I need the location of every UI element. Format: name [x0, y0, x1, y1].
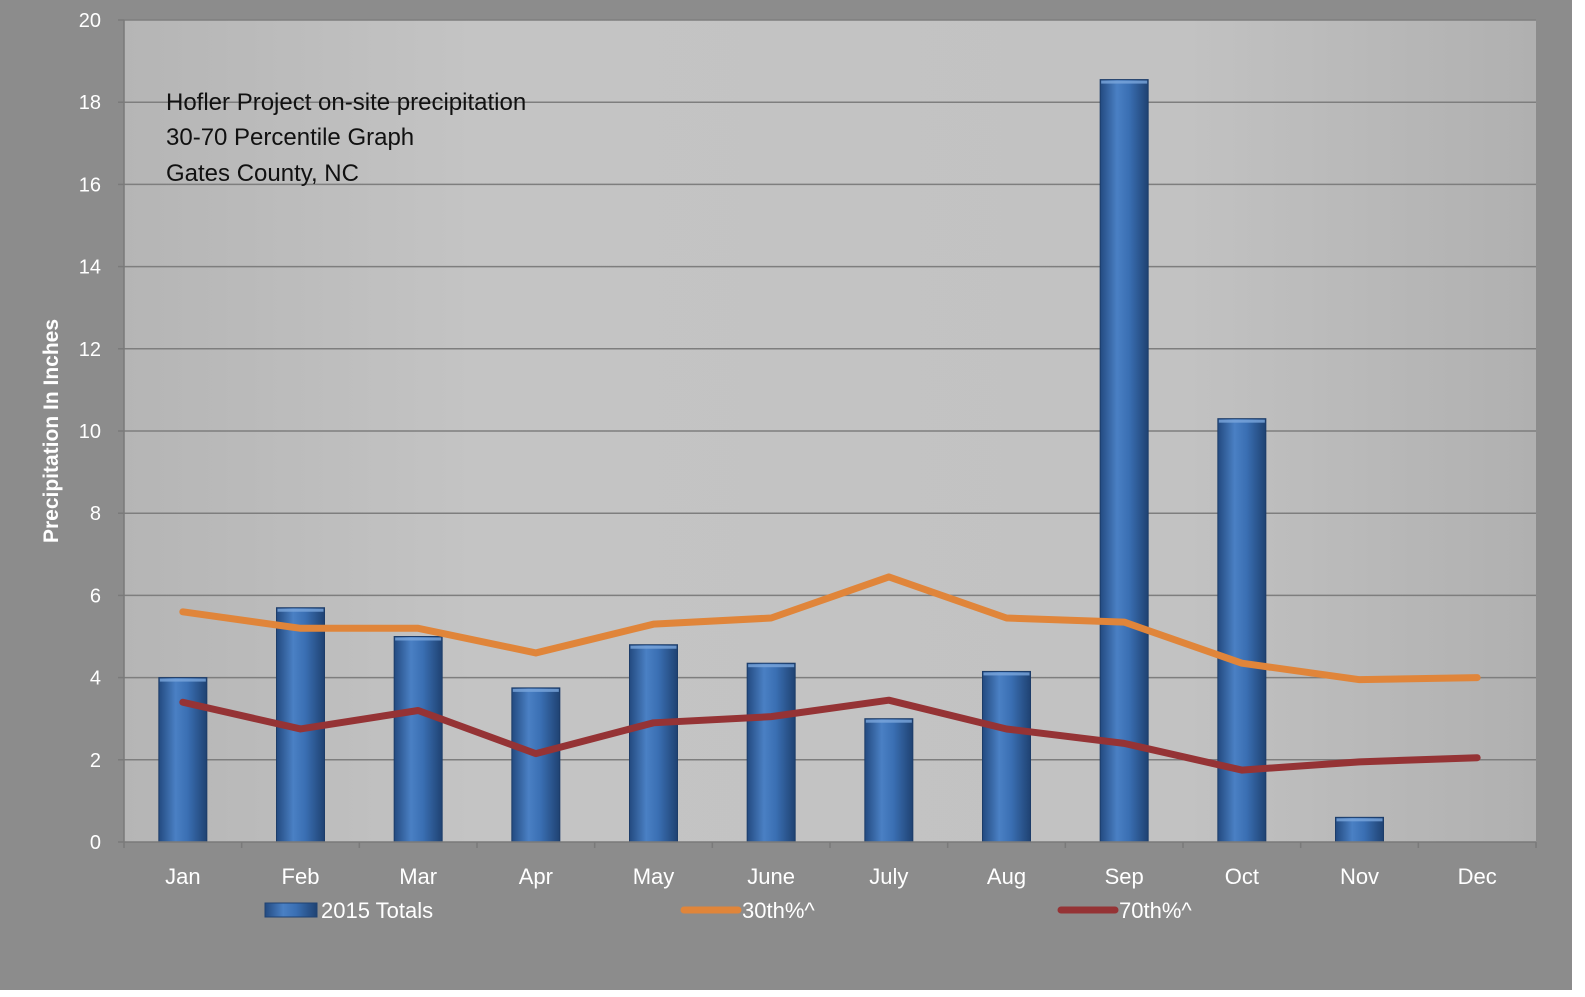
y-tick-label: 14: [79, 257, 101, 279]
bar-highlight: [1336, 818, 1383, 822]
bar: [864, 718, 914, 843]
bar-highlight: [277, 608, 324, 612]
y-axis-label: Precipitation In Inches: [40, 319, 63, 543]
x-tick-label: Dec: [1458, 864, 1497, 889]
bar: [1335, 816, 1384, 843]
x-tick-label: Mar: [399, 864, 437, 889]
bar-highlight: [159, 678, 206, 682]
y-tick-label: 4: [90, 668, 101, 690]
bar-body: [393, 636, 443, 843]
y-tick-label: 10: [79, 421, 101, 443]
bar-body: [629, 644, 678, 843]
x-axis-ticks: Jan Feb Mar Apr May June July Aug Sep Oct Nov Dec: [123, 842, 1537, 889]
bar-body: [982, 670, 1031, 843]
title-line-1: Hofler Project on-site precipitation: [166, 89, 526, 116]
x-tick-label: Nov: [1340, 864, 1379, 889]
legend-label-2015-totals: 2015 Totals: [321, 898, 433, 923]
bar-body: [746, 662, 796, 843]
bar-highlight: [748, 664, 795, 668]
y-tick-label: 0: [90, 832, 101, 854]
x-tick-label: Oct: [1225, 864, 1259, 889]
x-tick-label: Apr: [519, 864, 553, 889]
bar-body: [511, 687, 561, 843]
bar-highlight: [395, 637, 442, 641]
bar-highlight: [865, 719, 912, 723]
bar: [629, 644, 678, 843]
x-tick-label: June: [747, 864, 795, 889]
bar-body: [864, 718, 914, 843]
bar: [1099, 79, 1149, 843]
y-tick-label: 20: [79, 10, 101, 32]
y-tick-label: 18: [79, 92, 101, 114]
title-line-3: Gates County, NC: [166, 160, 359, 187]
bar-highlight: [1218, 419, 1265, 423]
bar-body: [1099, 79, 1149, 843]
legend-item-70th: 70th%^: [1057, 898, 1192, 923]
legend: 2015 Totals 30th%^ 70th%^: [264, 898, 1192, 923]
y-tick-label: 8: [90, 503, 101, 525]
x-tick-label: Sep: [1105, 864, 1144, 889]
y-tick-label: 2: [90, 750, 101, 772]
line-series: [179, 573, 1481, 774]
bar: [746, 662, 796, 843]
bar-highlight: [983, 672, 1030, 676]
chart-title: Hofler Project on-site precipitation 30-…: [166, 89, 526, 187]
y-axis-ticks: 0 2 4 6 8 10 12 14 16 18 20: [79, 10, 124, 854]
x-tick-label: Aug: [987, 864, 1026, 889]
y-tick-label: 6: [90, 585, 101, 607]
y-tick-label: 12: [79, 339, 101, 361]
bar-highlight: [1101, 80, 1148, 84]
bar-highlight: [630, 645, 677, 649]
x-tick-label: Feb: [282, 864, 320, 889]
series-line: [179, 573, 1481, 684]
bar-series: [158, 79, 1384, 843]
x-tick-label: Jan: [165, 864, 200, 889]
bar: [1217, 418, 1267, 843]
legend-label-30th: 30th%^: [742, 898, 815, 923]
bar: [982, 670, 1031, 843]
y-tick-label: 16: [79, 174, 101, 196]
bar-body: [1335, 816, 1384, 843]
title-line-2: 30-70 Percentile Graph: [166, 124, 414, 151]
bar: [511, 687, 561, 843]
bar: [393, 636, 443, 843]
x-tick-label: July: [869, 864, 908, 889]
legend-label-70th: 70th%^: [1119, 898, 1192, 923]
legend-swatch-bar: [264, 902, 318, 918]
bar-highlight: [512, 688, 559, 692]
bar-body: [1217, 418, 1267, 843]
series-line: [179, 696, 1481, 774]
legend-item-2015-totals: 2015 Totals: [264, 898, 433, 923]
x-tick-label: May: [633, 864, 675, 889]
legend-item-30th: 30th%^: [680, 898, 815, 923]
